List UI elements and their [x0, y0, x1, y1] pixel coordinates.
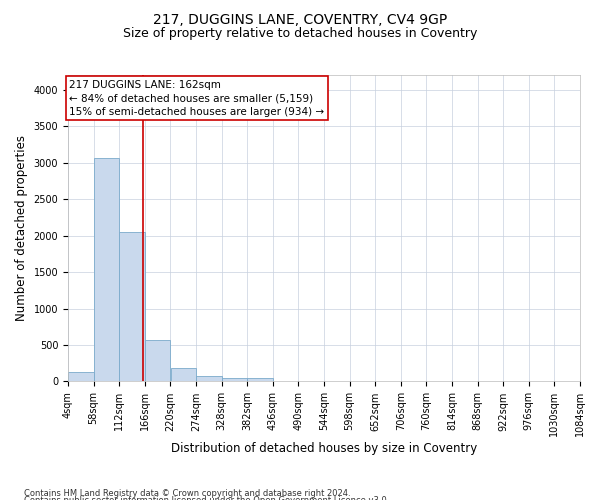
Bar	[145, 340, 170, 382]
Text: 217, DUGGINS LANE, COVENTRY, CV4 9GP: 217, DUGGINS LANE, COVENTRY, CV4 9GP	[153, 12, 447, 26]
Bar	[247, 378, 272, 382]
Bar	[222, 378, 247, 382]
Text: Contains public sector information licensed under the Open Government Licence v3: Contains public sector information licen…	[24, 496, 389, 500]
Bar	[170, 368, 196, 382]
Text: 217 DUGGINS LANE: 162sqm
← 84% of detached houses are smaller (5,159)
15% of sem: 217 DUGGINS LANE: 162sqm ← 84% of detach…	[70, 80, 325, 116]
Y-axis label: Number of detached properties: Number of detached properties	[15, 135, 28, 321]
Bar	[196, 376, 221, 382]
Text: Size of property relative to detached houses in Coventry: Size of property relative to detached ho…	[123, 28, 477, 40]
X-axis label: Distribution of detached houses by size in Coventry: Distribution of detached houses by size …	[171, 442, 477, 455]
Bar	[119, 232, 145, 382]
Text: Contains HM Land Registry data © Crown copyright and database right 2024.: Contains HM Land Registry data © Crown c…	[24, 488, 350, 498]
Bar	[94, 158, 119, 382]
Bar	[68, 372, 94, 382]
